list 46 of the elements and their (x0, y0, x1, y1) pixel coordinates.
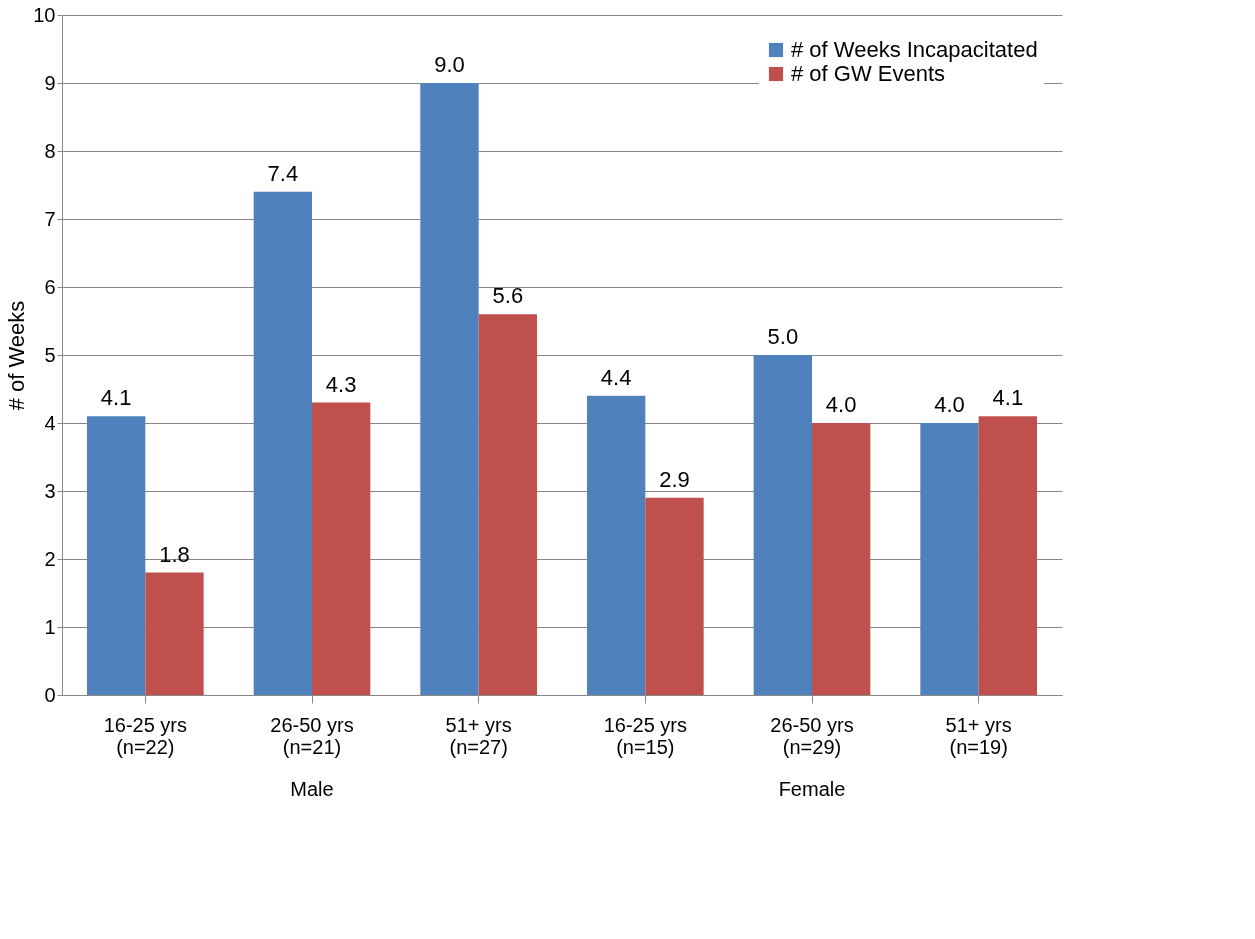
text: 9.0 (434, 52, 465, 77)
y-axis-title: # of Weeks (4, 300, 30, 411)
bar (645, 497, 704, 695)
text: 4.1 (992, 385, 1024, 411)
text: 5.6 (492, 283, 524, 309)
x-tick-label: 26-50 yrs (n=21) (270, 713, 354, 758)
legend-label: # of Weeks Incapacitated (791, 37, 1038, 62)
y-tick-label: 10 (33, 3, 56, 26)
text: 1.8 (159, 541, 190, 567)
text: Female (778, 778, 846, 800)
x-tick-label: 51+ yrs (n=27) (445, 713, 512, 758)
x-tick-label: 26-50 yrs (n=29) (770, 713, 854, 758)
y-tick-label: 3 (44, 479, 56, 502)
text: 4.4 (600, 364, 632, 390)
text: 5.0 (767, 324, 799, 349)
y-tick-label: 7 (44, 207, 56, 230)
text: 4.0 (825, 392, 857, 417)
x-tick-label: 51+ yrs (n=19) (945, 713, 1012, 758)
bar (145, 572, 204, 695)
bar (478, 314, 537, 695)
y-tick-label: 0 (44, 683, 56, 706)
y-tick-label: 9 (44, 71, 56, 94)
bar (812, 423, 871, 695)
text: 4.3 (325, 371, 357, 397)
y-tick-label: 4 (44, 411, 56, 434)
y-tick-label: 8 (44, 139, 56, 162)
bar (87, 416, 146, 695)
legend-label: # of GW Events (791, 61, 946, 86)
text: 7.4 (267, 160, 299, 186)
bar (253, 191, 312, 695)
text: Male (290, 778, 334, 800)
text: 4.0 (934, 392, 965, 417)
y-tick-label: 6 (44, 275, 56, 298)
bar (753, 355, 812, 695)
y-tick-label: 2 (44, 547, 56, 570)
y-tick-label: 1 (44, 615, 56, 638)
bar (420, 83, 479, 695)
bar (978, 416, 1037, 695)
x-tick-label: 16-25 yrs (n=22) (103, 713, 188, 758)
text: 2.9 (659, 466, 690, 492)
text: 4.1 (100, 385, 132, 411)
x-tick-label: 16-25 yrs (n=15) (603, 713, 688, 758)
y-tick-label: 5 (44, 343, 56, 366)
bar (587, 395, 646, 695)
bar (920, 423, 979, 695)
bar (312, 402, 371, 695)
